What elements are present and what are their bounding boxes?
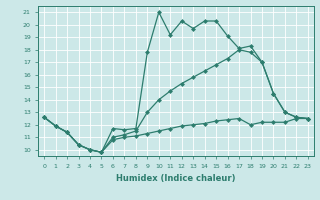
X-axis label: Humidex (Indice chaleur): Humidex (Indice chaleur) xyxy=(116,174,236,183)
